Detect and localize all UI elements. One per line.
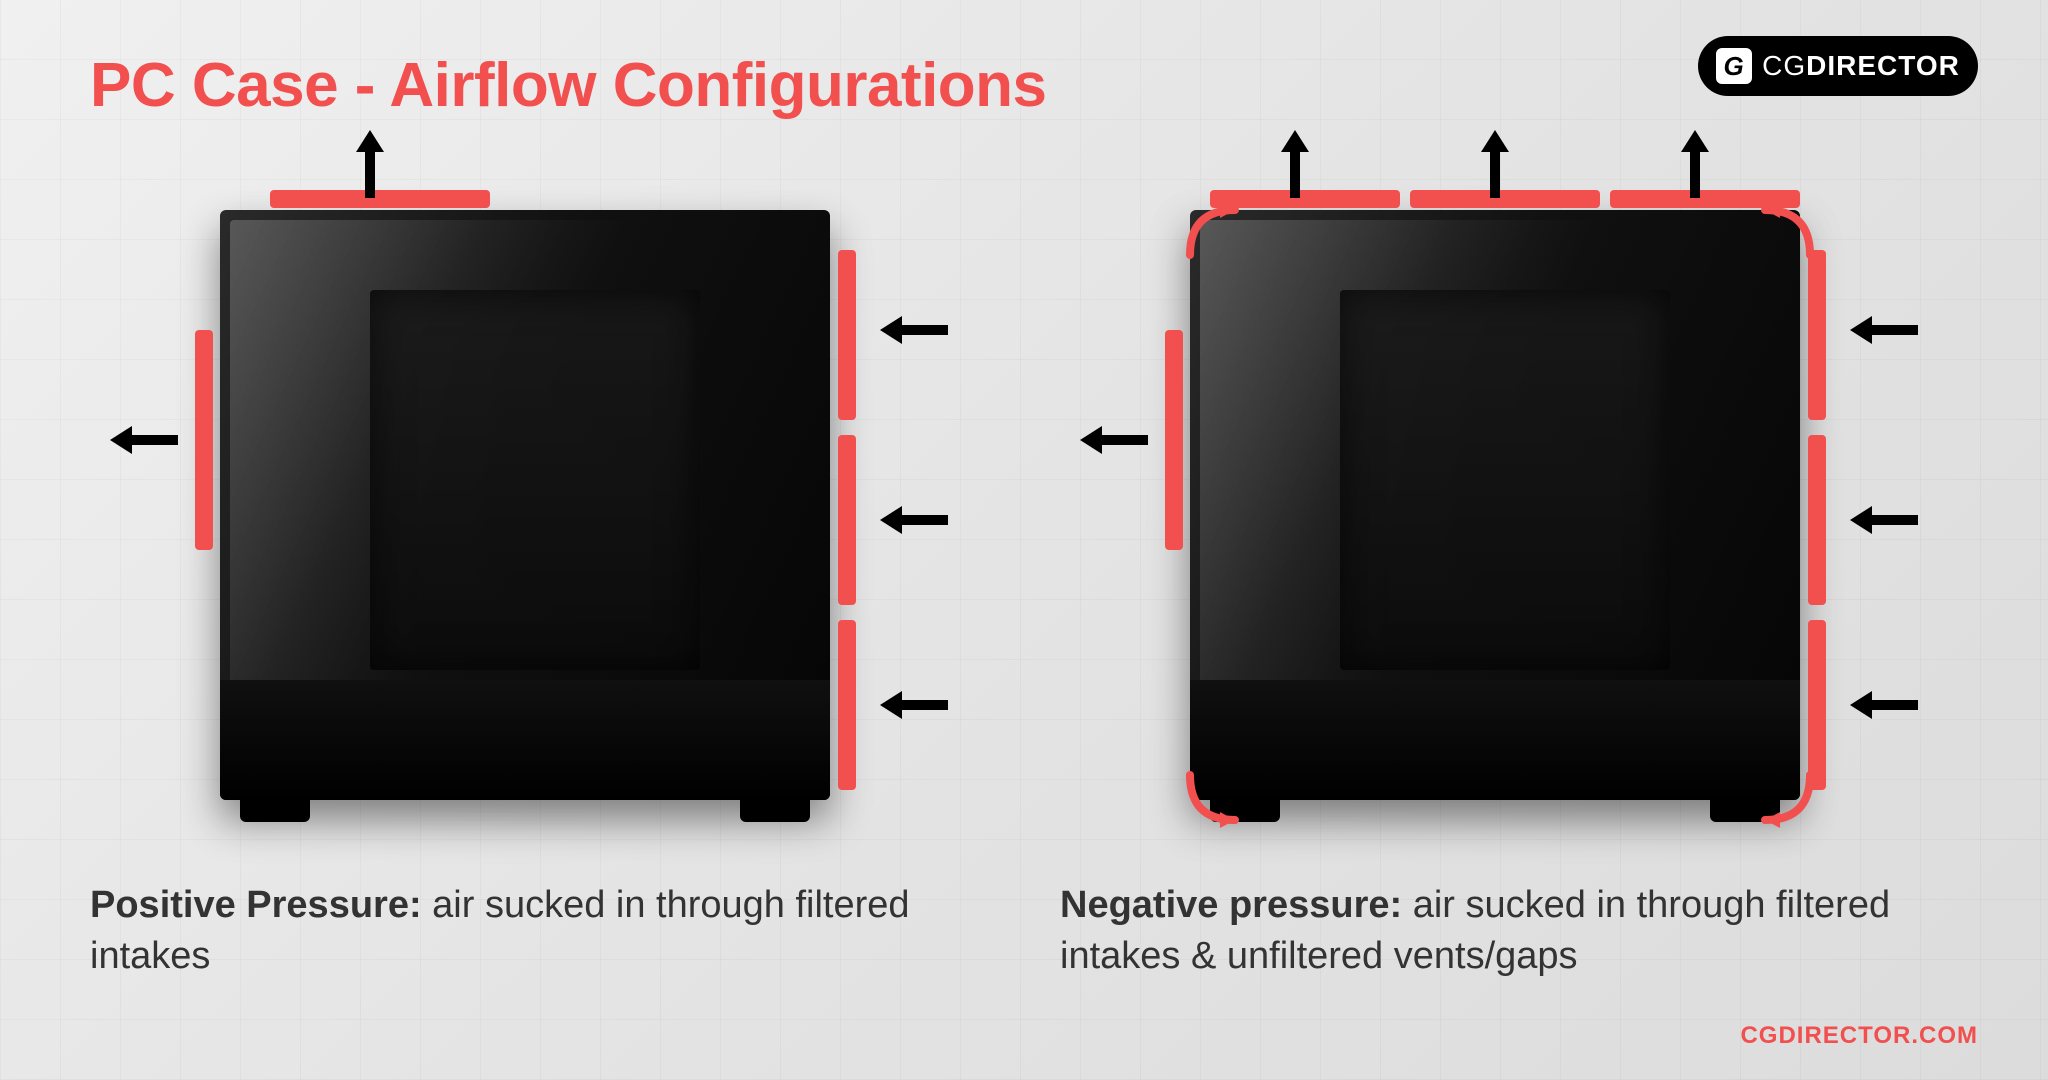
fan-strip [1808,435,1826,605]
fan-strip [1165,330,1183,550]
airflow-arrow-icon [880,685,950,725]
fan-strip [1808,250,1826,420]
panel-positive-pressure: Positive Pressure: air sucked in through… [90,160,990,1040]
pc-case-shape [1190,210,1800,800]
airflow-arrow-icon [1850,685,1920,725]
caption-lead: Positive Pressure: [90,884,422,926]
pc-case-foot [1210,800,1280,822]
caption-negative: Negative pressure: air sucked in through… [1060,880,1960,983]
pc-case-interior [370,290,700,670]
airflow-arrow-icon [110,420,180,460]
infographic-canvas: PC Case - Airflow Configurations G CGDIR… [0,0,2048,1080]
case-diagram-negative [1060,160,1960,860]
fan-strip [838,250,856,420]
brand-name-light: CG [1762,50,1806,81]
footer-watermark: CGDIRECTOR.COM [1740,1022,1978,1050]
airflow-arrow-icon [1850,310,1920,350]
brand-logo-mark: G [1716,48,1752,84]
panel-negative-pressure: Negative pressure: air sucked in through… [1060,160,1960,1040]
brand-name-bold: DIRECTOR [1806,50,1960,81]
pc-case-shape [220,210,830,800]
fan-strip [838,620,856,790]
pc-case-interior [1340,290,1670,670]
pc-case-foot [1710,800,1780,822]
fan-strip [1210,190,1400,208]
airflow-arrow-icon [1850,500,1920,540]
airflow-arrow-icon [1080,420,1150,460]
fan-strip [195,330,213,550]
caption-lead: Negative pressure: [1060,884,1402,926]
fan-strip [1808,620,1826,790]
brand-logo-badge: G CGDIRECTOR [1698,36,1978,96]
caption-positive: Positive Pressure: air sucked in through… [90,880,990,983]
fan-strip [270,190,490,208]
case-diagram-positive [90,160,990,860]
pc-case-foot [240,800,310,822]
airflow-arrow-icon [880,500,950,540]
main-title: PC Case - Airflow Configurations [90,50,1047,121]
fan-strip [1410,190,1600,208]
fan-strip [838,435,856,605]
pc-case-foot [740,800,810,822]
airflow-arrow-icon [880,310,950,350]
fan-strip [1610,190,1800,208]
